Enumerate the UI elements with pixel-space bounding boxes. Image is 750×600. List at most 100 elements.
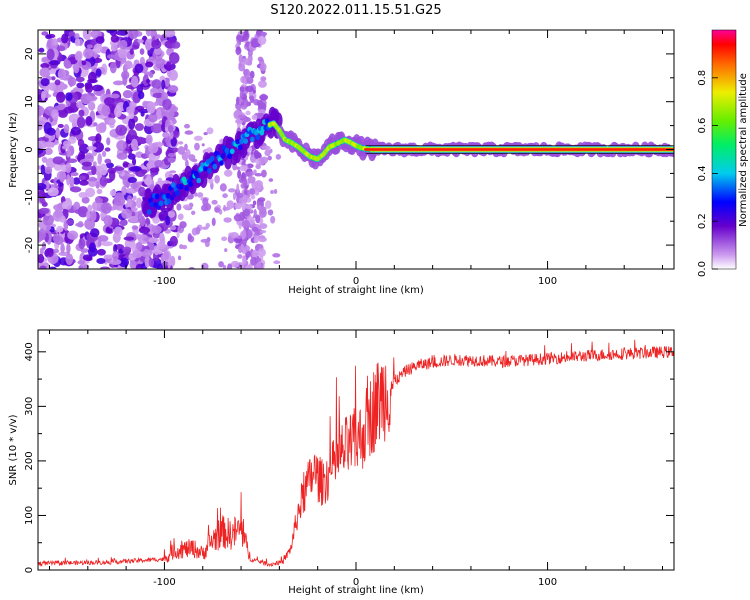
noise-blob: [235, 119, 244, 124]
noise-blob: [44, 166, 53, 175]
noise-blob: [95, 123, 106, 134]
noise-blob: [41, 201, 48, 207]
noise-blob: [86, 44, 93, 49]
noise-blob: [167, 153, 176, 158]
noise-blob: [85, 187, 96, 198]
noise-blob: [140, 111, 145, 117]
noise-blob: [138, 186, 146, 197]
colorbar-tick-label: 0.0: [697, 261, 708, 277]
noise-blob: [116, 152, 128, 160]
noise-blob: [38, 140, 48, 150]
noise-blob: [74, 38, 81, 47]
noise-blob: [112, 251, 119, 262]
noise-blob: [134, 63, 144, 74]
noise-blob: [48, 266, 57, 269]
noise-blob: [247, 49, 253, 57]
noise-blob: [250, 194, 256, 200]
noise-blob: [55, 127, 61, 139]
noise-blob: [104, 158, 112, 164]
noise-blob: [46, 141, 55, 147]
noise-blob: [90, 210, 97, 222]
noise-blob: [256, 99, 264, 107]
noise-blob: [165, 135, 171, 148]
noise-blob: [191, 210, 196, 216]
noise-blob: [167, 260, 171, 269]
noise-blob: [257, 35, 267, 45]
noise-blob: [265, 200, 272, 209]
noise-blob: [135, 263, 143, 269]
colorbar-ticks: 0.0 0.2 0.4 0.6 0.8: [697, 70, 718, 277]
noise-blob: [99, 163, 108, 176]
noise-blob: [134, 123, 145, 131]
noise-blob: [152, 92, 164, 99]
noise-blob: [234, 202, 243, 210]
noise-blob: [129, 48, 134, 55]
noise-blob: [54, 79, 61, 86]
noise-blob: [115, 124, 127, 136]
noise-blob: [204, 203, 212, 211]
noise-blob: [258, 206, 267, 212]
noise-blob: [196, 192, 204, 198]
noise-blob: [145, 78, 151, 84]
noise-blob: [105, 117, 116, 126]
noise-blob: [41, 156, 48, 163]
noise-blob: [106, 54, 116, 59]
noise-blob: [165, 215, 171, 226]
noise-blob: [148, 112, 159, 123]
noise-blob: [223, 169, 233, 177]
noise-blob: [184, 123, 191, 129]
noise-blob: [113, 243, 118, 254]
noise-blob: [148, 237, 160, 244]
noise-blob: [184, 143, 188, 151]
noise-blob: [81, 161, 92, 167]
noise-blob: [57, 103, 65, 111]
noise-blob: [61, 145, 70, 150]
noise-blob: [255, 257, 262, 263]
noise-blob: [38, 105, 45, 117]
noise-blob: [130, 182, 139, 189]
noise-blob: [242, 255, 247, 265]
noise-blob: [96, 258, 106, 265]
noise-blob: [177, 141, 184, 145]
noise-blob: [97, 153, 102, 165]
noise-blob: [167, 210, 176, 218]
noise-blob: [272, 253, 281, 258]
noise-blob: [82, 30, 92, 40]
noise-blob: [97, 240, 102, 247]
noise-blob: [122, 73, 128, 86]
noise-blob: [162, 132, 170, 139]
noise-blob: [252, 200, 257, 206]
noise-blob: [179, 221, 187, 229]
noise-blob: [52, 233, 61, 243]
noise-blob: [41, 241, 47, 251]
noise-blob: [118, 257, 130, 268]
noise-blob: [80, 93, 92, 105]
noise-blob: [181, 244, 188, 250]
noise-blob: [226, 200, 235, 209]
x-tick-label: -100: [153, 276, 176, 287]
noise-blob: [177, 213, 184, 221]
noise-blob: [122, 246, 132, 253]
noise-blob: [254, 152, 262, 160]
noise-blob: [67, 76, 77, 87]
noise-blob: [167, 157, 176, 163]
noise-blob: [87, 71, 97, 84]
noise-blob: [122, 89, 133, 99]
noise-blob: [136, 241, 143, 251]
noise-blob: [193, 135, 203, 141]
noise-blob: [101, 105, 111, 117]
noise-blob: [245, 85, 254, 92]
noise-blob: [153, 47, 162, 56]
noise-blob: [139, 48, 145, 55]
figure-title: S120.2022.011.15.51.G25: [270, 3, 441, 18]
noise-blob: [129, 215, 139, 223]
noise-blob: [48, 69, 57, 75]
noise-blob: [70, 126, 82, 136]
noise-blob: [74, 51, 82, 61]
noise-blob: [229, 231, 239, 239]
noise-blob: [88, 242, 96, 253]
noise-blob: [253, 237, 259, 244]
